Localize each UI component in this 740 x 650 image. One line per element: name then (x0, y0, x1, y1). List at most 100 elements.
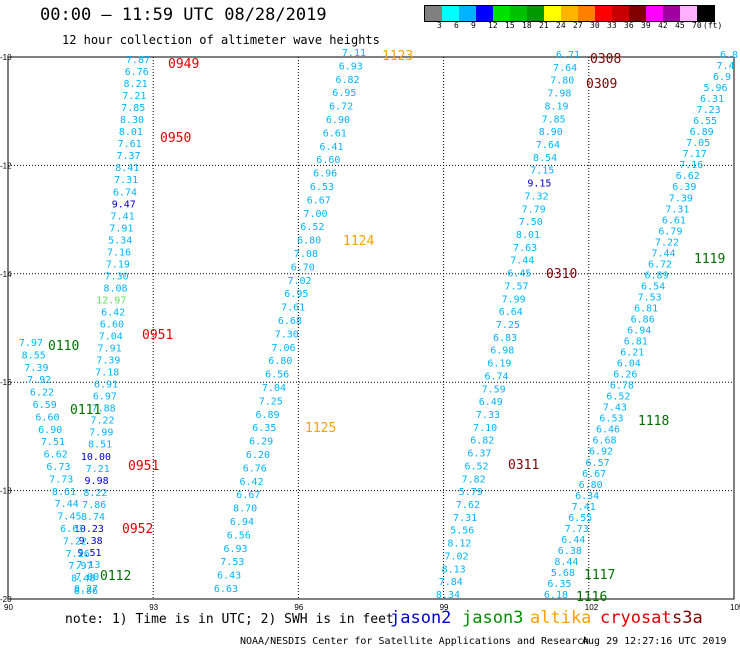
wave-height-value: 5.96 (703, 83, 727, 94)
wave-height-value: 6.67 (236, 490, 260, 501)
wave-height-value: 7.19 (106, 259, 130, 270)
credit-footer: NOAA/NESDIS Center for Satellite Applica… (240, 636, 590, 647)
wave-height-value: 6.63 (214, 584, 238, 595)
wave-height-value: 6.57 (586, 458, 610, 469)
wave-height-value: 7.4 (716, 61, 734, 72)
wave-height-value: 7.84 (439, 577, 463, 588)
wave-height-value: 5.79 (459, 487, 483, 498)
legend-tick: 6 (454, 21, 459, 30)
wave-height-value: 6.19 (487, 359, 511, 370)
longitude-label: 96 (294, 603, 303, 612)
pass-time-label: 0952 (122, 522, 153, 537)
wave-height-value: 7.33 (476, 410, 500, 421)
wave-height-value: 6.68 (278, 316, 302, 327)
wave-height-value: 6.76 (125, 67, 149, 78)
wave-height-value: 7.26 (66, 549, 90, 560)
wave-height-value: 7.06 (272, 343, 296, 354)
latitude-label: -12 (0, 161, 12, 170)
wave-height-value: 8.30 (120, 115, 144, 126)
legend-tick: 36 (624, 21, 634, 30)
wave-height-value: 6.78 (610, 381, 634, 392)
wave-height-value: 6.04 (617, 359, 641, 370)
wave-height-value: 7.22 (655, 237, 679, 248)
legend-tick: 70 (692, 21, 702, 30)
wave-height-value: 12.97 (96, 295, 126, 306)
satellite-legend-cryosat: cryosat (600, 608, 672, 628)
legend-swatch (629, 6, 646, 21)
wave-height-value: 8.74 (81, 512, 105, 523)
satellite-legend-jason2: jason2 (390, 608, 452, 628)
wave-height-value: 8.01 (516, 230, 540, 241)
wave-height-value: 7.11 (342, 48, 366, 59)
wave-height-value: 8.90 (539, 127, 563, 138)
pass-time-label: 1117 (584, 568, 615, 583)
legend-tick: 39 (641, 21, 651, 30)
wave-height-value: 7.50 (519, 217, 543, 228)
legend-tick: 18 (522, 21, 532, 30)
wave-height-value: 6.79 (658, 226, 682, 237)
wave-height-value: 7.99 (89, 428, 113, 439)
wave-height-value: 6.39 (672, 182, 696, 193)
wave-height-value: 6.46 (596, 425, 620, 436)
wave-height-value: 7.39 (24, 363, 48, 374)
wave-height-value: 6.62 (44, 450, 68, 461)
wave-height-value: 7.39 (96, 356, 120, 367)
wave-height-value: 6.55 (693, 116, 717, 127)
pass-time-label: 1123 (382, 49, 413, 64)
wave-height-value: 7.61 (118, 139, 142, 150)
wave-height-value: 6.18 (544, 590, 568, 601)
wave-height-value: 7.21 (86, 464, 110, 475)
wave-height-value: 7.00 (75, 572, 99, 583)
wave-height-value: 6.60 (35, 412, 59, 423)
wave-height-value: 7.86 (82, 500, 106, 511)
wave-height-value: 6.20 (246, 450, 270, 461)
wave-height-value: 8.55 (22, 350, 46, 361)
legend-swatch (663, 6, 680, 21)
wave-height-value: 6.49 (479, 397, 503, 408)
wave-height-value: 6.41 (320, 142, 344, 153)
wave-height-value: 6.81 (634, 303, 658, 314)
wave-height-value: 6.67 (582, 469, 606, 480)
wave-height-value: 6.62 (676, 171, 700, 182)
legend-swatch (561, 6, 578, 21)
wave-height-value: 7.53 (638, 292, 662, 303)
legend-swatch (493, 6, 510, 21)
satellite-legend-jason3: jason3 (462, 608, 524, 628)
wave-height-value: 7.82 (462, 474, 486, 485)
legend-swatch (442, 6, 459, 21)
wave-height-value: 7.53 (220, 557, 244, 568)
wave-height-value: 7.44 (510, 256, 534, 267)
wave-height-value: 7.25 (259, 396, 283, 407)
wave-height-value: 6.98 (490, 346, 514, 357)
legend-swatch (680, 6, 697, 21)
wave-height-value: 7.31 (114, 175, 138, 186)
wave-height-value: 6.35 (547, 579, 571, 590)
wave-height-value: 8.48 (71, 574, 95, 585)
legend-tick: 30 (590, 21, 600, 30)
wave-height-value: 6.61 (323, 128, 347, 139)
pass-time-label: 0951 (142, 328, 173, 343)
wave-height-value: 6.80 (268, 356, 292, 367)
wave-height-value: 6.83 (493, 333, 517, 344)
legend-swatch (459, 6, 476, 21)
map-frame (7, 56, 735, 600)
pass-time-label: 0951 (128, 459, 159, 474)
legend-tick: 33 (607, 21, 617, 30)
wave-height-value: 8.70 (233, 504, 257, 515)
wave-height-value: 9.51 (77, 548, 101, 559)
wave-height-value: 7.23 (697, 105, 721, 116)
legend-swatch (646, 6, 663, 21)
legend-tick: 12 (488, 21, 498, 30)
wave-height-value: 6.59 (33, 400, 57, 411)
wave-height-value: 6.43 (217, 571, 241, 582)
wave-height-value: 6.74 (484, 371, 508, 382)
wave-height-value: 6.93 (339, 61, 363, 72)
wave-height-value: 6.68 (592, 436, 616, 447)
wave-height-value: 6.54 (641, 281, 665, 292)
wave-height-value: 7.87 (126, 55, 150, 66)
wave-height-value: 6.21 (620, 348, 644, 359)
pass-time-label: 0308 (590, 52, 621, 67)
latitude-label: -16 (0, 378, 12, 387)
wave-height-value: 7.85 (121, 103, 145, 114)
